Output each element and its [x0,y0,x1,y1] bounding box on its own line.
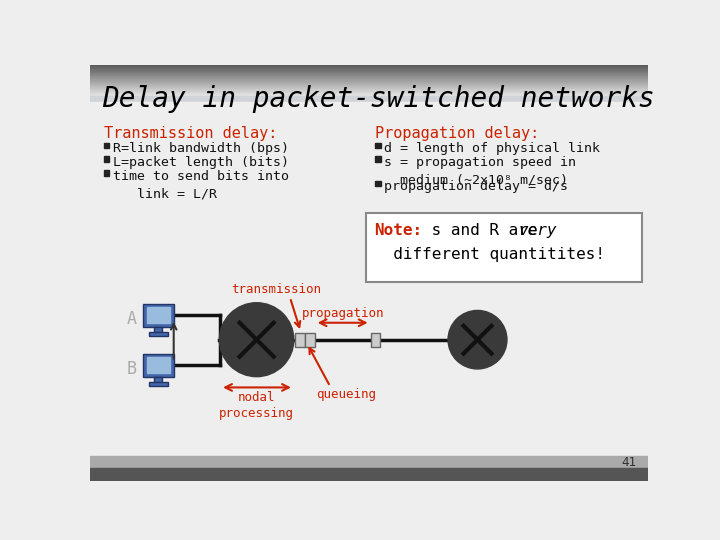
Bar [154,377,162,383]
Bar [143,303,174,327]
Bar [147,357,170,373]
Bar [90,85,648,86]
Text: d = length of physical link: d = length of physical link [384,142,600,155]
Bar [90,91,648,92]
Text: propagation: propagation [302,307,384,320]
Bar [375,181,381,186]
Text: L=packet length (bits): L=packet length (bits) [113,156,289,168]
Bar [90,76,648,77]
Bar [90,86,648,87]
Text: Transmission delay:: Transmission delay: [104,126,277,141]
Bar [90,72,648,73]
Bar [90,80,648,81]
Circle shape [448,310,507,369]
Bar [90,77,648,78]
Text: queueing: queueing [316,388,376,401]
Bar [90,73,648,74]
Bar [90,74,648,75]
Bar [149,382,168,386]
Text: different quantitites!: different quantitites! [374,247,605,262]
Bar [375,143,381,148]
Bar [90,81,648,82]
Bar [305,333,315,347]
Text: 41: 41 [621,456,636,469]
Bar [90,84,648,85]
Text: Note:: Note: [374,222,422,238]
Bar [90,68,648,69]
Bar [90,82,648,83]
Bar [90,65,648,66]
Bar [90,67,648,68]
Bar [90,94,648,95]
Text: time to send bits into
   link = L/R: time to send bits into link = L/R [113,170,289,200]
Text: s = propagation speed in
  medium (~2x10⁸ m/sec): s = propagation speed in medium (~2x10⁸ … [384,156,577,187]
Bar [143,354,174,377]
Bar [104,170,109,176]
Bar [90,70,648,71]
Bar [154,327,162,333]
Bar [90,83,648,84]
Bar [90,95,648,96]
Bar [104,143,109,148]
Text: B: B [127,360,137,378]
Bar [90,92,648,93]
Bar [90,102,648,452]
Text: Delay in packet-switched networks: Delay in packet-switched networks [102,85,654,112]
Bar [295,333,305,347]
Circle shape [220,303,294,377]
Bar [90,90,648,91]
Bar [371,333,380,347]
Bar [90,75,648,76]
Bar [90,89,648,90]
Bar [90,71,648,72]
Text: propagation delay = d/s: propagation delay = d/s [384,180,569,193]
Bar [90,69,648,70]
Bar [375,157,381,162]
Bar [90,456,648,468]
Bar [90,468,648,481]
Bar [90,87,648,88]
Bar [90,96,648,102]
Text: nodal
processing: nodal processing [219,390,294,420]
Bar [147,307,170,323]
Bar [104,157,109,162]
FancyBboxPatch shape [366,213,642,282]
Bar [90,78,648,79]
Text: R=link bandwidth (bps): R=link bandwidth (bps) [113,142,289,155]
Bar [90,79,648,80]
Bar [90,66,648,67]
Text: s and R are: s and R are [422,222,546,238]
Text: transmission: transmission [231,283,321,296]
Text: Propagation delay:: Propagation delay: [375,126,539,141]
Bar [90,88,648,89]
Text: very: very [518,222,557,238]
Text: A: A [127,310,137,328]
Bar [90,93,648,94]
Bar [149,332,168,336]
